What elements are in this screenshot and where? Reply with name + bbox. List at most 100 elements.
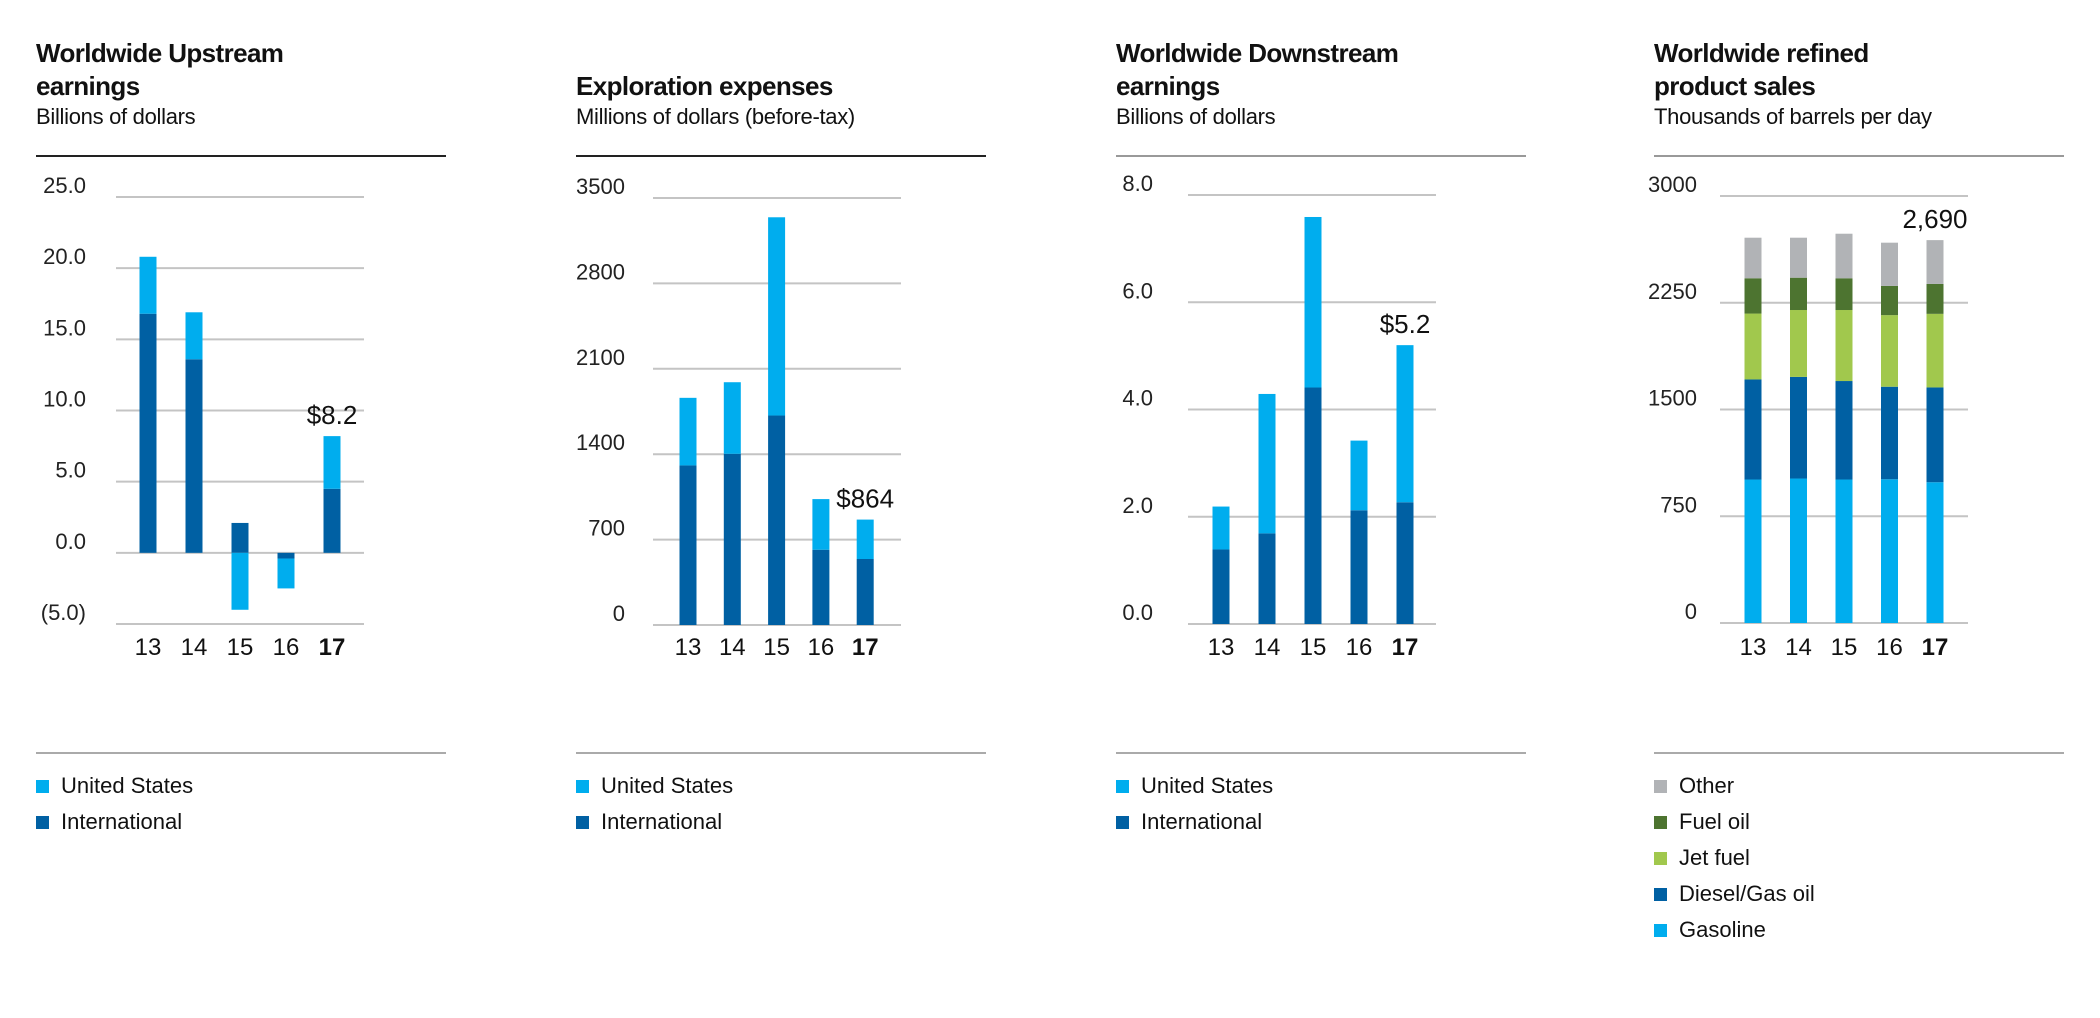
y-tick-label: 0.0 [1122, 600, 1153, 625]
legend-swatch-icon [1654, 851, 1667, 865]
x-tick-label: 17 [319, 634, 346, 661]
legend-swatch-icon [36, 815, 49, 829]
legend-swatch-icon [1654, 887, 1667, 901]
bar-segment-united-states-17 [1396, 345, 1414, 503]
bar-segment-other-16 [1881, 242, 1898, 286]
legend: United States International [576, 768, 733, 840]
x-tick-label: 13 [1740, 634, 1767, 661]
y-tick-label: 2800 [576, 259, 625, 284]
legend-swatch-icon [1654, 815, 1667, 829]
legend-label: Fuel oil [1679, 809, 1750, 834]
bar-segment-united-states-15 [231, 552, 249, 610]
legend-swatch-icon [36, 779, 49, 793]
y-tick-label: 2100 [576, 345, 625, 370]
bar-segment-united-states-13 [139, 256, 157, 314]
divider [1116, 155, 1526, 157]
legend-item: International [576, 804, 733, 840]
x-tick-label: 17 [1392, 634, 1419, 661]
y-tick-label: 1500 [1648, 386, 1697, 411]
x-tick-label: 15 [1300, 634, 1327, 661]
y-tick-label: 0.0 [55, 529, 86, 554]
x-tick-label: 14 [719, 634, 746, 661]
divider [576, 752, 986, 754]
x-tick-label: 16 [1346, 634, 1373, 661]
bar-segment-united-states-14 [185, 312, 203, 360]
bar-segment-international-15 [1304, 387, 1322, 624]
y-tick-label: 10.0 [43, 387, 86, 412]
bar-segment-international-14 [723, 453, 741, 625]
divider [36, 752, 446, 754]
x-tick-label: 14 [1785, 634, 1812, 661]
bar-segment-gasoline-15 [1835, 479, 1853, 623]
chart-title: Exploration expenses [576, 71, 833, 101]
legend-swatch-icon [1116, 815, 1129, 829]
divider [576, 155, 986, 157]
chart-1: 3500 2800 2100 1400 700 0 13 14 15 16 17 $864 [576, 174, 901, 661]
legend-item: United States [576, 768, 733, 804]
legend-item: International [1116, 804, 1273, 840]
bar-segment-other-14 [1790, 237, 1807, 278]
x-tick-label: 14 [1254, 634, 1281, 661]
value-label: 2,690 [1902, 204, 1967, 234]
x-tick-label: 16 [1876, 634, 1903, 661]
divider [1654, 155, 2064, 157]
x-tick-label: 15 [763, 634, 790, 661]
bar-segment-international-14 [1258, 533, 1276, 624]
legend-item: Other [1654, 768, 1815, 804]
chart-subtitle: Billions of dollars [36, 104, 196, 129]
bar-segment-international-16 [1350, 510, 1368, 624]
bar-segment-international-17 [856, 558, 874, 625]
bar-segment-fuel-oil-13 [1744, 278, 1762, 314]
x-tick-label: 17 [1922, 634, 1949, 661]
divider [1116, 752, 1526, 754]
panel-downstream-earnings: Worldwide Downstream earnings Billions o… [1116, 0, 1526, 1018]
legend-item: United States [36, 768, 193, 804]
y-tick-label: 3000 [1648, 172, 1697, 197]
legend-item: United States [1116, 768, 1273, 804]
bar-segment-international-14 [185, 359, 203, 553]
legend-swatch-icon [576, 815, 589, 829]
y-tick-label: 3500 [576, 174, 625, 199]
x-tick-label: 14 [181, 634, 208, 661]
bar-segment-international-16 [812, 549, 830, 625]
legend-label: Jet fuel [1679, 845, 1750, 870]
y-tick-label: (5.0) [41, 600, 86, 625]
legend-item: Fuel oil [1654, 804, 1815, 840]
bar-segment-gasoline-14 [1790, 478, 1807, 623]
bar-segment-other-13 [1744, 237, 1762, 279]
chart-subtitle: Thousands of barrels per day [1654, 104, 1932, 129]
bar-segment-jet-fuel-14 [1790, 310, 1807, 377]
bar-segment-other-15 [1835, 233, 1853, 279]
legend-label: International [61, 809, 183, 834]
y-tick-label: 20.0 [43, 244, 86, 269]
bar-segment-international-13 [139, 313, 157, 553]
bar-segment-united-states-17 [323, 436, 341, 489]
y-tick-label: 5.0 [55, 458, 86, 483]
chart-title: Worldwide Upstream earnings [36, 38, 284, 101]
legend: United States International [36, 768, 193, 840]
y-tick-label: 1400 [576, 430, 625, 455]
bar-segment-united-states-16 [812, 499, 830, 550]
bar-segment-diesel-gas-oil-17 [1926, 387, 1944, 483]
legend-item: Diesel/Gas oil [1654, 876, 1815, 912]
chart-3: 3000 2250 1500 750 0 13 14 15 16 17 2,690 [1648, 172, 1968, 661]
bar-segment-jet-fuel-17 [1926, 313, 1944, 388]
bar-segment-diesel-gas-oil-16 [1881, 386, 1898, 480]
x-tick-label: 13 [675, 634, 702, 661]
legend-swatch-icon [576, 779, 589, 793]
bar-segment-international-17 [1396, 502, 1414, 624]
legend-label: United States [61, 773, 194, 798]
bar-segment-international-15 [768, 415, 786, 625]
bar-segment-fuel-oil-14 [1790, 277, 1807, 311]
panel-exploration-expenses: Exploration expenses Millions of dollars… [576, 0, 986, 1018]
y-tick-label: 0 [613, 601, 625, 626]
x-tick-label: 15 [1831, 634, 1858, 661]
y-tick-label: 6.0 [1122, 278, 1153, 303]
y-tick-label: 15.0 [43, 315, 86, 340]
y-tick-label: 8.0 [1122, 171, 1153, 196]
legend-swatch-icon [1654, 779, 1667, 793]
panel-refined-product-sales: Worldwide refined product sales Thousand… [1654, 0, 2064, 1018]
panel-upstream-earnings: Worldwide Upstream earnings Billions of … [36, 0, 446, 1018]
y-tick-label: 700 [588, 516, 625, 541]
